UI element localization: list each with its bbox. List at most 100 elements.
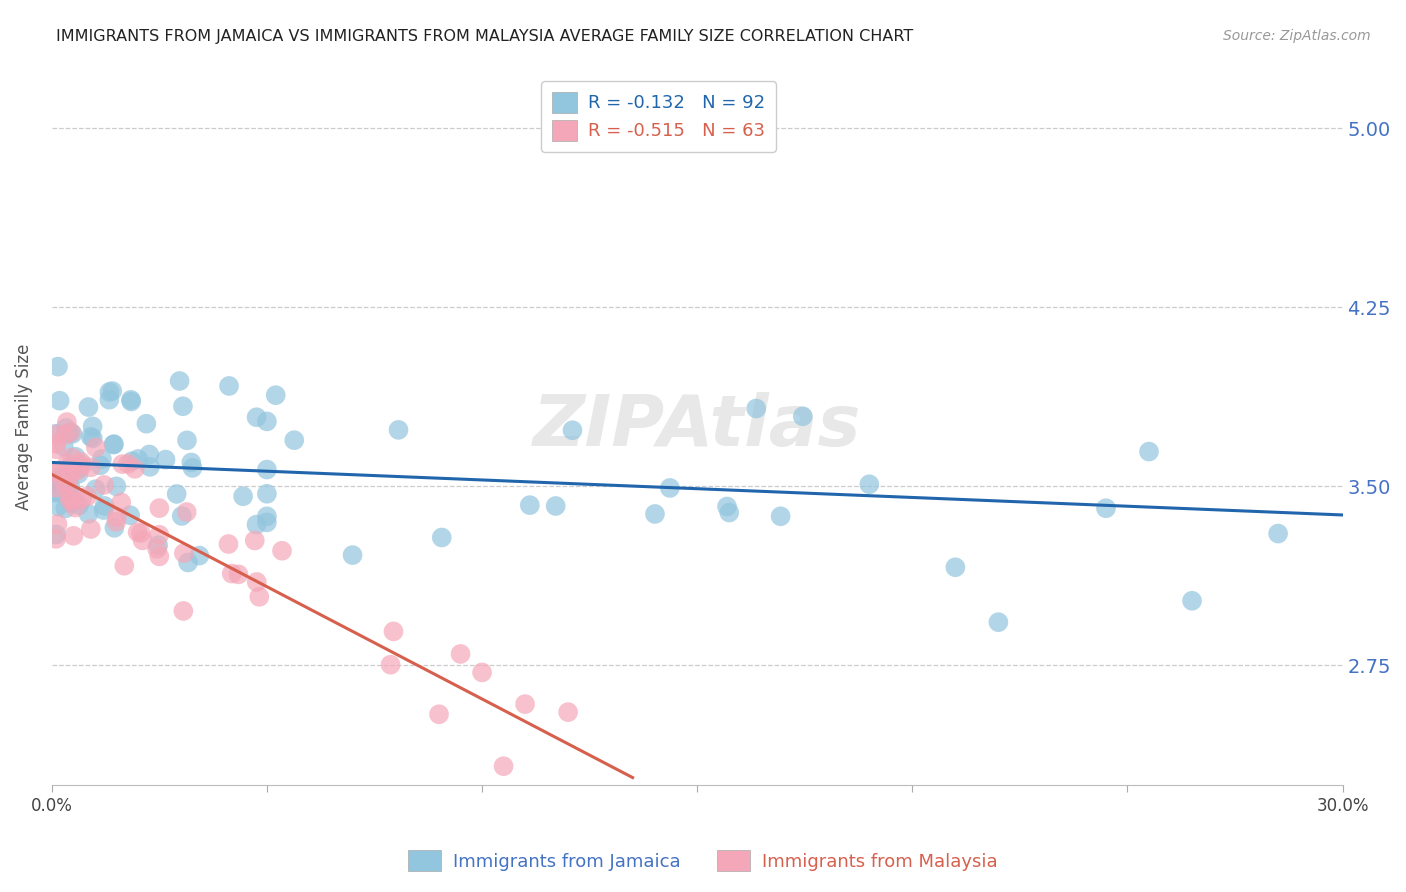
Point (256, 516, 278, 530)
Point (45, 485, 67, 500)
Point (53, 501, 76, 516)
Point (45, 426, 67, 441)
Point (76, 489, 98, 503)
Point (644, 507, 666, 521)
Legend: R = -0.132   N = 92, R = -0.515   N = 63: R = -0.132 N = 92, R = -0.515 N = 63 (541, 81, 776, 152)
Point (65, 500, 87, 515)
Point (382, 624, 405, 639)
Y-axis label: Average Family Size: Average Family Size (15, 343, 32, 510)
Point (380, 657, 402, 672)
Point (557, 705, 579, 719)
Point (67, 467, 90, 481)
Point (105, 509, 128, 524)
Point (58, 490, 80, 504)
Point (172, 399, 194, 413)
Point (513, 697, 536, 711)
Point (243, 533, 266, 548)
Point (271, 543, 294, 558)
Point (93, 478, 115, 492)
Point (146, 541, 169, 556)
Point (342, 548, 364, 562)
Point (987, 615, 1010, 629)
Point (232, 489, 254, 503)
Point (256, 462, 278, 476)
Point (105, 479, 128, 493)
Point (492, 759, 515, 773)
Point (117, 457, 139, 471)
Point (60, 450, 83, 465)
Point (103, 521, 125, 535)
Point (60, 496, 83, 510)
Point (69, 455, 91, 469)
Point (98, 384, 121, 399)
Point (93, 503, 115, 517)
Point (131, 533, 153, 548)
Point (120, 394, 142, 409)
Point (112, 558, 135, 573)
Point (46, 500, 69, 514)
Point (48, 478, 70, 492)
Point (177, 556, 200, 570)
Point (1181, 594, 1204, 608)
Point (56, 415, 79, 429)
Point (1095, 501, 1118, 516)
Point (69, 458, 91, 473)
Point (59, 479, 82, 493)
Point (139, 459, 162, 474)
Point (55, 421, 77, 435)
Point (45, 474, 67, 488)
Point (146, 538, 169, 552)
Point (256, 509, 278, 524)
Point (90, 452, 112, 467)
Point (93, 499, 115, 513)
Point (148, 528, 170, 542)
Text: ZIPAtlas: ZIPAtlas (533, 392, 862, 461)
Point (103, 437, 125, 451)
Point (105, 515, 128, 529)
Point (55, 428, 77, 442)
Point (110, 495, 132, 509)
Point (77, 507, 100, 521)
Point (135, 417, 157, 431)
Point (148, 549, 170, 564)
Point (387, 423, 409, 437)
Point (256, 414, 278, 428)
Point (127, 525, 149, 540)
Point (111, 457, 134, 471)
Point (218, 379, 240, 393)
Point (45, 436, 67, 450)
Point (58, 426, 80, 441)
Point (256, 487, 278, 501)
Point (769, 509, 792, 524)
Point (82, 419, 104, 434)
Point (246, 574, 269, 589)
Point (218, 537, 240, 551)
Point (170, 508, 193, 523)
Point (52, 440, 75, 454)
Point (169, 374, 191, 388)
Point (58, 488, 80, 502)
Point (450, 647, 472, 661)
Point (46, 517, 69, 532)
Point (103, 437, 125, 451)
Point (176, 505, 198, 519)
Point (46, 359, 69, 374)
Point (166, 487, 188, 501)
Point (561, 423, 583, 437)
Point (188, 549, 211, 563)
Point (45, 484, 67, 499)
Point (155, 452, 177, 467)
Point (716, 500, 738, 514)
Point (45, 532, 67, 546)
Point (943, 560, 966, 574)
Point (58, 469, 80, 483)
Point (176, 434, 198, 448)
Point (264, 388, 287, 402)
Point (55, 479, 77, 493)
Point (124, 462, 146, 476)
Point (1267, 526, 1289, 541)
Point (858, 477, 880, 491)
Text: Source: ZipAtlas.com: Source: ZipAtlas.com (1223, 29, 1371, 43)
Point (180, 455, 202, 469)
Point (45, 527, 67, 541)
